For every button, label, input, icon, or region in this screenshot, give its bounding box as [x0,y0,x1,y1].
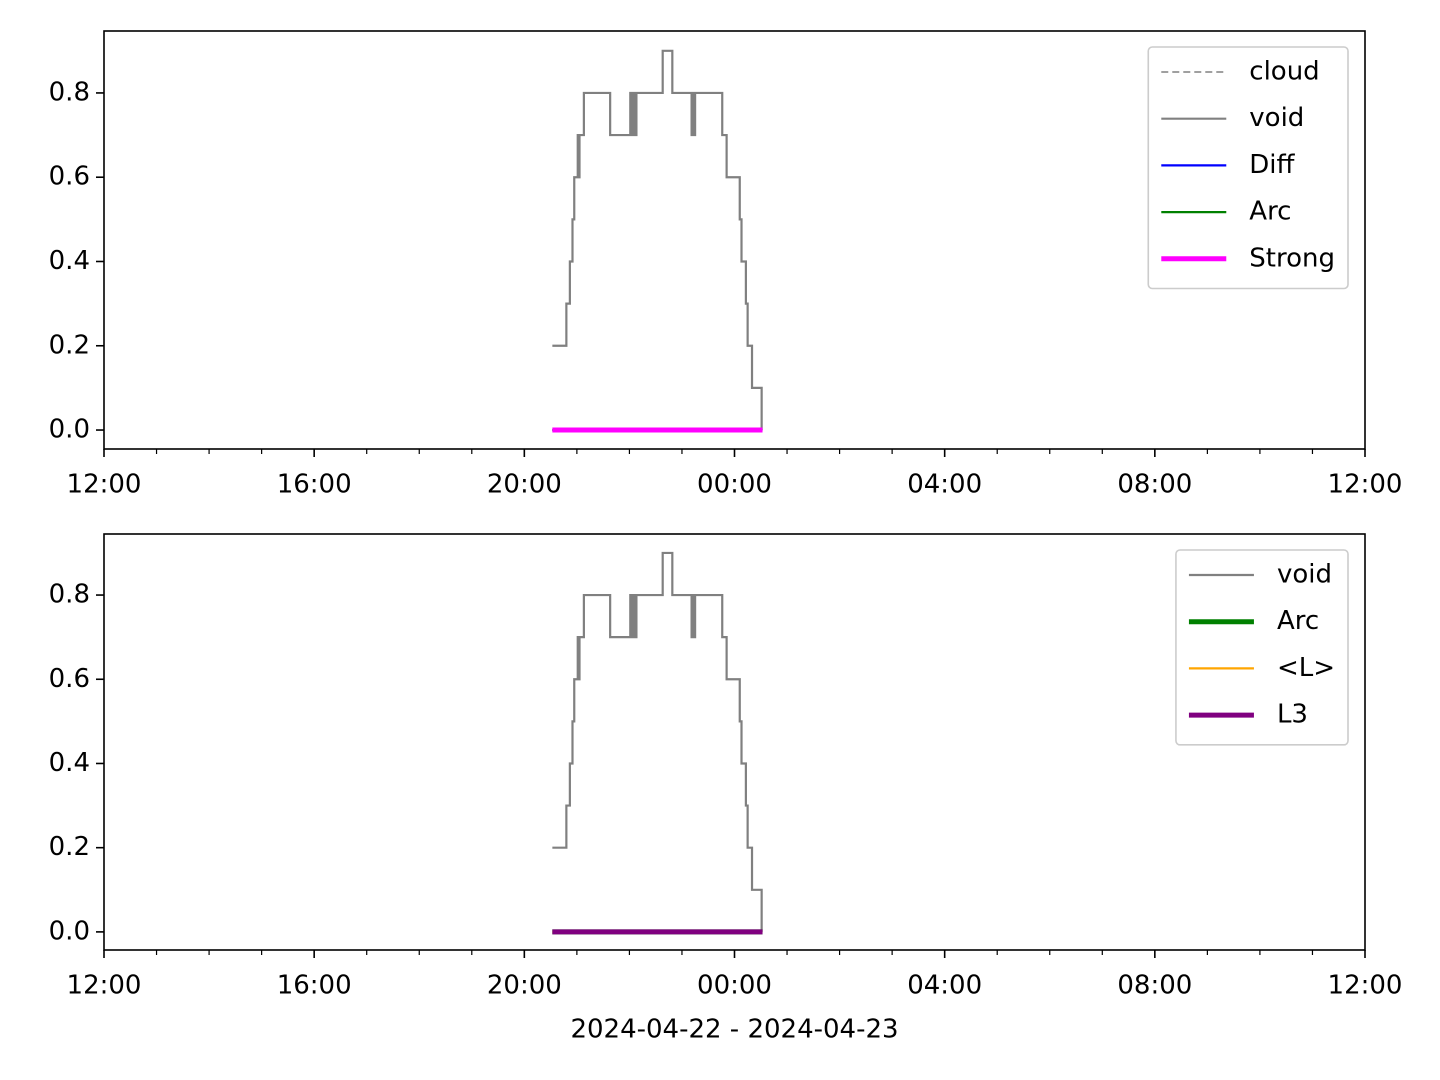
y-tick-label: 0.4 [49,246,90,276]
legend-label: void [1249,103,1304,133]
x-tick-label: 08:00 [1117,971,1192,1001]
legend-label: <L> [1277,653,1335,683]
legend-label: cloud [1249,57,1319,87]
y-tick-label: 0.0 [49,415,90,445]
x-tick-label: 12:00 [67,470,142,500]
y-tick-label: 0.6 [49,664,90,694]
legend-label: Arc [1249,197,1291,227]
x-tick-label: 16:00 [277,971,352,1001]
series-line [552,551,763,933]
legend-label: Strong [1249,243,1335,273]
series-line [552,49,763,432]
y-tick-label: 0.0 [49,916,90,946]
legend-label: void [1277,560,1332,590]
x-tick-label: 04:00 [907,971,982,1001]
legend-label: Arc [1277,606,1319,636]
legend-label: Diff [1249,150,1295,180]
axes-frame [103,533,1366,951]
legend-label: L3 [1277,700,1308,730]
x-tick-label: 16:00 [277,470,352,500]
y-tick-label: 0.8 [49,580,90,610]
x-tick-label: 20:00 [487,470,562,500]
legend-box [1175,549,1349,746]
x-axis-label: 2024-04-22 - 2024-04-23 [570,1015,898,1045]
y-tick-label: 0.2 [49,330,90,360]
x-tick-label: 20:00 [487,971,562,1001]
y-tick-label: 0.4 [49,748,90,778]
x-tick-label: 04:00 [907,470,982,500]
legend: void Arc <L> L3 [1175,549,1349,746]
x-tick-label: 12:00 [1328,971,1403,1001]
x-tick-label: 12:00 [67,971,142,1001]
y-tick-label: 0.8 [49,77,90,107]
x-tick-label: 00:00 [697,470,772,500]
axes-frame [103,30,1366,450]
x-tick-label: 00:00 [697,971,772,1001]
legend-box [1147,46,1349,290]
x-tick-label: 12:00 [1328,470,1403,500]
legend: cloud void Diff Arc Strong [1147,46,1349,290]
x-tick-label: 08:00 [1117,470,1192,500]
y-tick-label: 0.2 [49,832,90,862]
y-tick-label: 0.6 [49,162,90,192]
